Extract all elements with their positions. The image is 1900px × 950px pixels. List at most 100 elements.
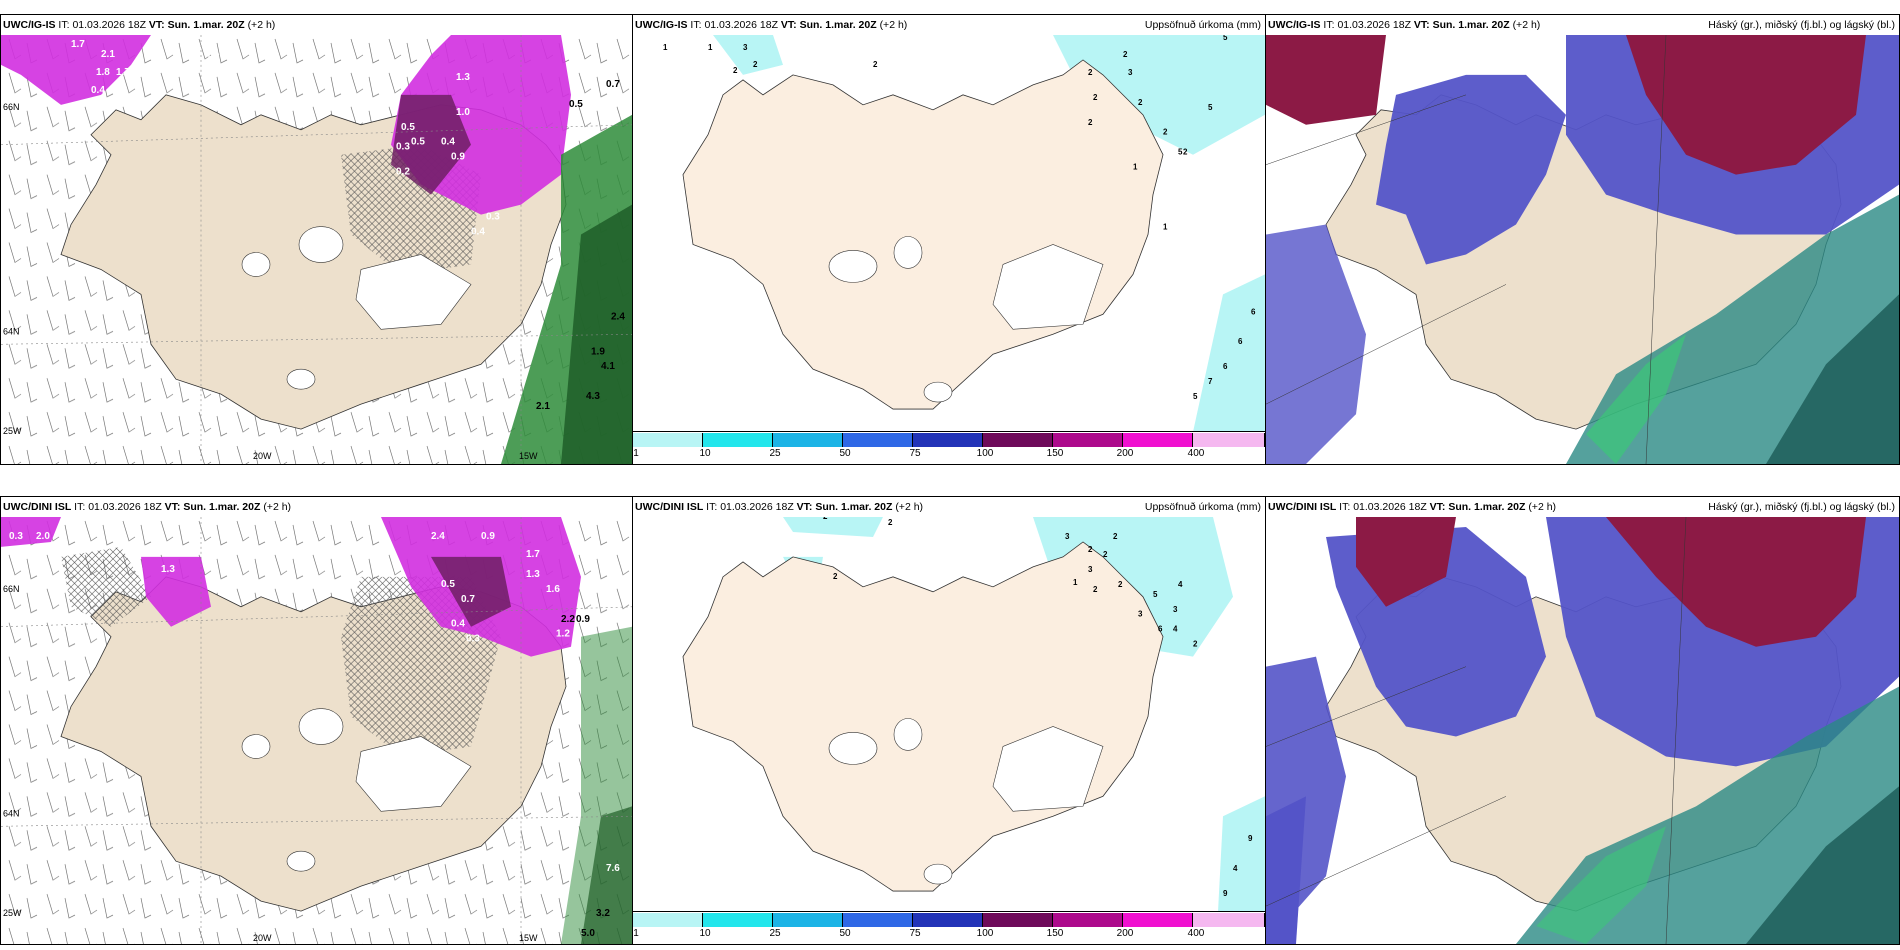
svg-text:0.4: 0.4: [471, 227, 485, 238]
colorbar-swatch: [1123, 913, 1193, 927]
iceland-land: [682, 59, 1164, 410]
svg-text:2: 2: [1118, 580, 1123, 589]
svg-text:4: 4: [1178, 580, 1183, 589]
colorbar-swatch: [983, 913, 1053, 927]
svg-text:6: 6: [1251, 307, 1256, 316]
svg-text:5.0: 5.0: [581, 928, 595, 939]
precip-wind-map[interactable]: 1.7 2.1 1.8 1.7 0.4 1.6 1.7 0.5 0.7 0.5 …: [1, 35, 632, 464]
svg-text:2: 2: [1163, 128, 1168, 137]
colorbar-swatch: [633, 913, 703, 927]
svg-text:9: 9: [1223, 889, 1228, 898]
svg-text:2: 2: [1193, 640, 1198, 649]
svg-text:3.2: 3.2: [596, 908, 610, 919]
svg-text:2.4: 2.4: [431, 531, 445, 542]
svg-text:5: 5: [1153, 590, 1158, 599]
panel-variable-title: Uppsöfnuð úrkoma (mm): [1144, 501, 1261, 513]
cloud-cover-map[interactable]: [1266, 35, 1899, 464]
colorbar-tick: 400: [1187, 448, 1205, 459]
colorbar-tick: 1: [633, 928, 639, 939]
svg-text:0.5: 0.5: [401, 122, 415, 133]
colorbar-swatch: [843, 433, 913, 447]
svg-text:2.0: 2.0: [36, 531, 50, 542]
svg-text:3: 3: [1128, 68, 1133, 77]
svg-text:5: 5: [1223, 35, 1228, 42]
svg-text:1.7: 1.7: [526, 549, 540, 560]
panel-header: UWC/DINI ISL IT: 01.03.2026 18Z VT: Sun.…: [1, 497, 632, 517]
accum-precip-map[interactable]: 1 1 3 2 2 2 2 2 2 2 3 2 2 1 1 5 5 5 6 6: [633, 35, 1265, 432]
colorbar-swatch: [1053, 433, 1123, 447]
svg-text:20W: 20W: [253, 451, 272, 461]
colorbar-tick: 400: [1187, 928, 1205, 939]
svg-text:66N: 66N: [3, 584, 19, 594]
colorbar-swatch: [913, 433, 983, 447]
panel-header: UWC/IG-IS IT: 01.03.2026 18Z VT: Sun. 1.…: [633, 15, 1265, 35]
svg-text:0.9: 0.9: [481, 531, 495, 542]
svg-text:0.5: 0.5: [569, 99, 583, 110]
svg-text:6: 6: [1223, 362, 1228, 371]
svg-text:0.3: 0.3: [9, 531, 23, 542]
accum-precip-map[interactable]: 2 2 2 3 2 2 2 3 1 2 2 4 5 3 3 6 4 2 9 4: [633, 517, 1265, 912]
svg-text:20W: 20W: [253, 933, 272, 943]
colorbar-tick: 75: [909, 448, 921, 459]
colorbar-tick: 100: [976, 928, 994, 939]
svg-text:2.4: 2.4: [611, 311, 625, 322]
svg-text:0.3: 0.3: [396, 142, 410, 153]
svg-text:1.6: 1.6: [206, 52, 220, 63]
panel-variable-title: Háský (gr.), miðský (fj.bl.) og lágský (…: [1708, 19, 1895, 31]
svg-text:1.0: 1.0: [456, 107, 470, 118]
precip-wind-map[interactable]: 0.3 2.0 1.3 2.4 0.9 1.7 1.6 1.3 0.7 0.5 …: [1, 517, 632, 944]
colorbar-swatch: [843, 913, 913, 927]
svg-text:2.1: 2.1: [101, 49, 115, 60]
panel-r2-clouds: UWC/DINI ISL IT: 01.03.2026 18Z VT: Sun.…: [1265, 496, 1900, 945]
svg-text:1.6: 1.6: [546, 584, 560, 595]
svg-text:2: 2: [1088, 545, 1093, 554]
colorbar: 1 10 25 50 75 100 150 200 400: [633, 431, 1265, 464]
colorbar-tick: 25: [769, 448, 781, 459]
svg-text:64N: 64N: [3, 808, 19, 818]
svg-text:1: 1: [708, 43, 713, 52]
panel-header: UWC/DINI ISL IT: 01.03.2026 18Z VT: Sun.…: [1266, 497, 1899, 517]
svg-text:5: 5: [1208, 103, 1213, 112]
svg-text:0.7: 0.7: [461, 594, 475, 605]
iceland-land: [682, 541, 1164, 892]
svg-text:1: 1: [1163, 223, 1168, 232]
colorbar-swatch: [773, 433, 843, 447]
cloud-cover-map[interactable]: [1266, 517, 1899, 944]
svg-text:2: 2: [833, 572, 838, 581]
svg-text:2: 2: [1088, 118, 1093, 127]
svg-text:4: 4: [1173, 625, 1178, 634]
svg-text:7.6: 7.6: [606, 863, 620, 874]
panel-r2-precip-wind: UWC/DINI ISL IT: 01.03.2026 18Z VT: Sun.…: [0, 496, 633, 945]
svg-text:3: 3: [1065, 532, 1070, 541]
svg-text:1: 1: [663, 43, 668, 52]
colorbar-tick: 10: [699, 928, 711, 939]
svg-text:25W: 25W: [3, 426, 22, 436]
svg-text:1.8: 1.8: [96, 67, 110, 78]
colorbar-swatch: [1193, 433, 1265, 447]
svg-text:0.4: 0.4: [91, 85, 105, 96]
panel-r1-precip-wind: UWC/IG-IS IT: 01.03.2026 18Z VT: Sun. 1.…: [0, 14, 633, 465]
svg-text:0.3: 0.3: [466, 634, 480, 645]
panel-variable-title: Uppsöfnuð úrkoma (mm): [1144, 19, 1261, 31]
svg-text:64N: 64N: [3, 326, 19, 336]
svg-text:2: 2: [1138, 98, 1143, 107]
svg-text:2: 2: [823, 517, 828, 521]
svg-text:1.3: 1.3: [526, 569, 540, 580]
svg-text:0.4: 0.4: [451, 619, 465, 630]
svg-text:0.5: 0.5: [411, 137, 425, 148]
colorbar-swatch: [703, 913, 773, 927]
colorbar-swatch: [983, 433, 1053, 447]
svg-text:6: 6: [1238, 337, 1243, 346]
colorbar-swatch: [703, 433, 773, 447]
svg-text:9: 9: [1248, 834, 1253, 843]
svg-text:1.7: 1.7: [116, 67, 130, 78]
svg-text:4.3: 4.3: [586, 391, 600, 402]
colorbar-tick: 100: [976, 448, 994, 459]
colorbar-swatch: [1123, 433, 1193, 447]
colorbar-tick: 200: [1116, 928, 1134, 939]
colorbar-swatch: [1193, 913, 1265, 927]
svg-text:3: 3: [743, 43, 748, 52]
colorbar-tick: 25: [769, 928, 781, 939]
colorbar-tick: 75: [909, 928, 921, 939]
svg-text:2: 2: [1123, 50, 1128, 59]
